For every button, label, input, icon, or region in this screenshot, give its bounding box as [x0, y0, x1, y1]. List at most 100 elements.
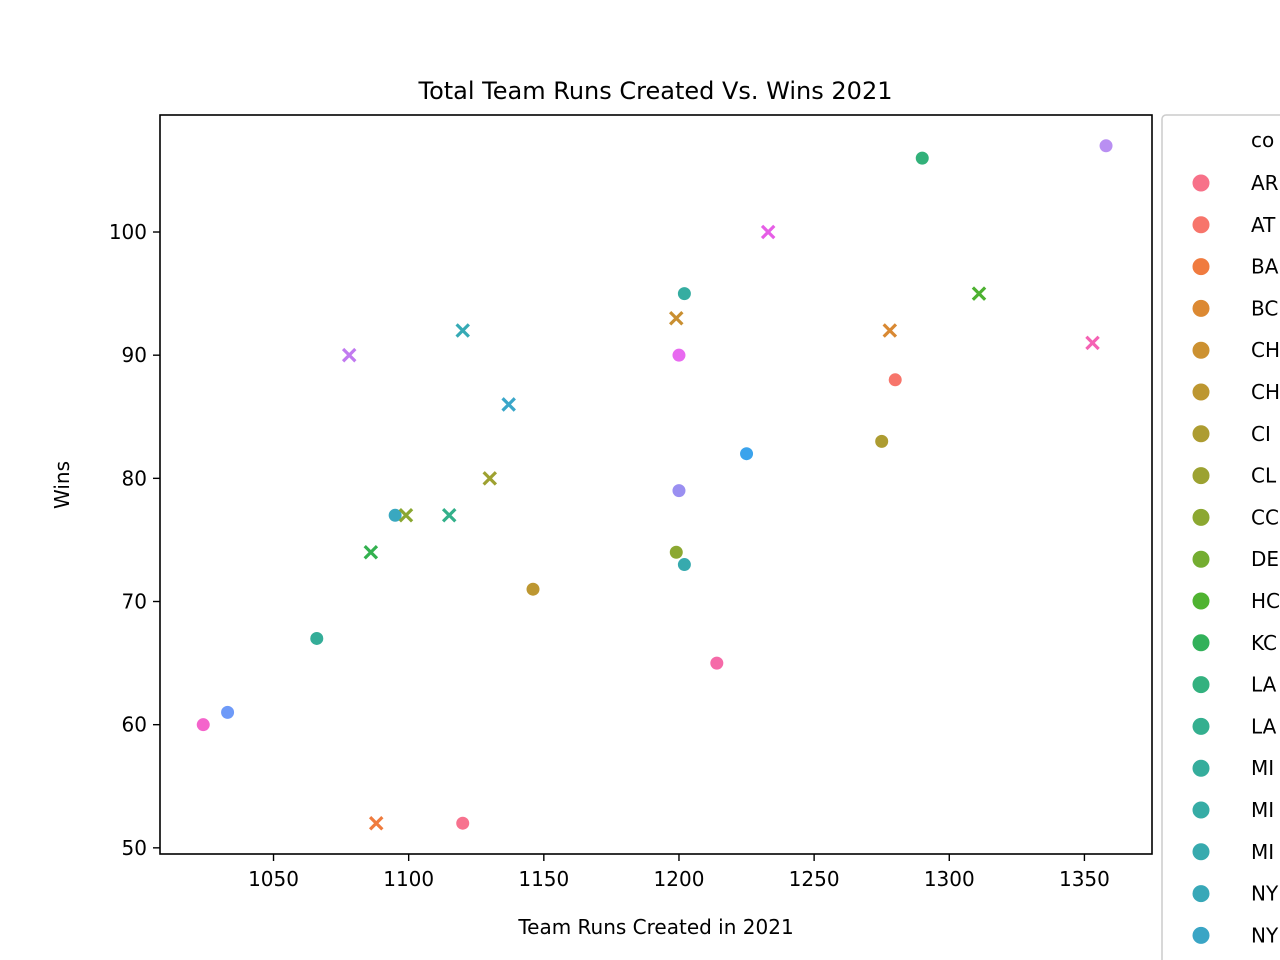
legend-entry-6: CI [1191, 422, 1271, 446]
x-axis-label: Team Runs Created in 2021 [517, 915, 793, 939]
legend-entry-10: HC [1191, 589, 1280, 613]
legend-swatch-10 [1191, 591, 1211, 611]
legend-entry-1: AT [1191, 213, 1276, 237]
data-point-3 [874, 433, 890, 449]
y-tick-label-3: 80 [122, 466, 147, 490]
legend-swatch-7 [1191, 466, 1211, 486]
data-point-25 [455, 323, 470, 338]
data-point-5 [914, 150, 930, 166]
data-point-12 [671, 483, 687, 499]
legend-swatch-3 [1191, 298, 1211, 318]
legend-entry-17: NY [1191, 882, 1279, 906]
data-point-23 [363, 544, 379, 560]
legend-entry-4: CH [1191, 338, 1280, 362]
legend-entry-3: BC [1191, 296, 1278, 320]
legend-entry-15: MI [1191, 798, 1274, 822]
y-tick-label-0: 50 [122, 836, 147, 860]
x-tick-label-2: 1150 [518, 867, 569, 891]
chart-title: Total Team Runs Created Vs. Wins 2021 [418, 77, 893, 105]
legend-swatch-14 [1191, 758, 1211, 778]
legend-label-7: CL [1251, 464, 1277, 488]
legend-label-14: MI [1251, 756, 1274, 780]
y-axis-label: Wins [50, 461, 74, 509]
legend-label-1: AT [1251, 213, 1276, 237]
legend-entry-5: CH [1191, 380, 1280, 404]
data-point-7 [676, 286, 692, 302]
x-tick-label-4: 1250 [789, 867, 840, 891]
legend-label-17: NY [1251, 882, 1279, 906]
legend-swatch-11 [1191, 633, 1211, 653]
y-tick-label-5: 100 [109, 220, 147, 244]
legend-swatch-5 [1191, 382, 1211, 402]
data-point-2 [525, 581, 541, 597]
data-point-8 [676, 557, 692, 573]
legend-entries: AR AT BA BC CH CH CI CL CC DE HC KC LA LA MI MI MI NY NY [1191, 171, 1280, 947]
x-tick-label-6: 1350 [1059, 867, 1110, 891]
x-tick-label-0: 1050 [248, 867, 299, 891]
data-point-1 [887, 372, 903, 388]
legend-swatch-0 [1191, 173, 1211, 193]
data-point-18 [882, 323, 898, 338]
plot-area [159, 114, 1153, 855]
legend-swatch-12 [1191, 675, 1211, 695]
legend-label-4: CH [1251, 338, 1280, 362]
legend-label-6: CI [1251, 422, 1271, 446]
legend-swatch-1 [1191, 215, 1211, 235]
y-tick-label-1: 60 [122, 713, 147, 737]
legend-entry-11: KC [1191, 631, 1277, 655]
legend-entry-8: CC [1191, 505, 1279, 529]
legend-entry-0: AR [1191, 171, 1279, 195]
legend-label-13: LA [1251, 714, 1277, 738]
legend-entry-14: MI [1191, 756, 1274, 780]
plot-frame [159, 114, 1153, 855]
legend-label-10: HC [1251, 589, 1280, 613]
data-point-15 [195, 717, 211, 733]
data-point-0 [455, 815, 471, 831]
legend-swatch-17 [1191, 884, 1211, 904]
data-point-26 [501, 397, 516, 412]
data-point-24 [441, 508, 457, 523]
legend-swatch-4 [1191, 340, 1211, 360]
legend-label-8: CC [1251, 505, 1279, 529]
data-point-21 [398, 508, 414, 523]
legend-frame [1161, 114, 1280, 960]
x-tick-label-3: 1200 [654, 867, 705, 891]
legend-swatch-13 [1191, 716, 1211, 736]
legend-label-2: BA [1251, 255, 1279, 279]
legend-entry-18: NY [1191, 923, 1279, 947]
data-point-9 [387, 507, 403, 523]
data-point-13 [1098, 138, 1114, 154]
legend-swatch-15 [1191, 800, 1211, 820]
legend-swatch-6 [1191, 424, 1211, 444]
x-axis-ticks: 1050 1100 1150 1200 1250 1300 1350 [248, 854, 1110, 891]
legend-swatch-8 [1191, 507, 1211, 527]
legend-label-11: KC [1251, 631, 1277, 655]
legend-label-3: BC [1251, 296, 1278, 320]
data-point-27 [341, 347, 357, 363]
data-point-28 [760, 224, 776, 240]
legend-swatch-16 [1191, 842, 1211, 862]
data-point-6 [309, 630, 325, 646]
legend-entry-7: CL [1191, 464, 1277, 488]
legend-entry-16: MI [1191, 840, 1274, 864]
legend-swatch-9 [1191, 549, 1211, 569]
data-markers [195, 138, 1114, 831]
x-tick-label-1: 1100 [383, 867, 434, 891]
data-point-14 [671, 347, 687, 363]
data-point-4 [668, 544, 684, 560]
y-axis-ticks: 50 60 70 80 90 100 [109, 220, 160, 860]
legend-entry-2: BA [1191, 255, 1279, 279]
legend-label-15: MI [1251, 798, 1274, 822]
data-point-11 [220, 704, 236, 720]
legend-swatch-18 [1191, 925, 1211, 945]
legend: co AR AT BA BC CH CH CI CL CC DE HC KC LA LA MI MI MI NY N… [1161, 114, 1280, 960]
legend-label-12: LA [1251, 673, 1277, 697]
legend-title: co [1251, 128, 1274, 152]
data-point-19 [669, 310, 684, 326]
x-tick-label-5: 1300 [924, 867, 975, 891]
data-point-20 [482, 471, 498, 486]
legend-label-5: CH [1251, 380, 1280, 404]
data-point-22 [971, 286, 987, 301]
legend-swatch-2 [1191, 257, 1211, 277]
